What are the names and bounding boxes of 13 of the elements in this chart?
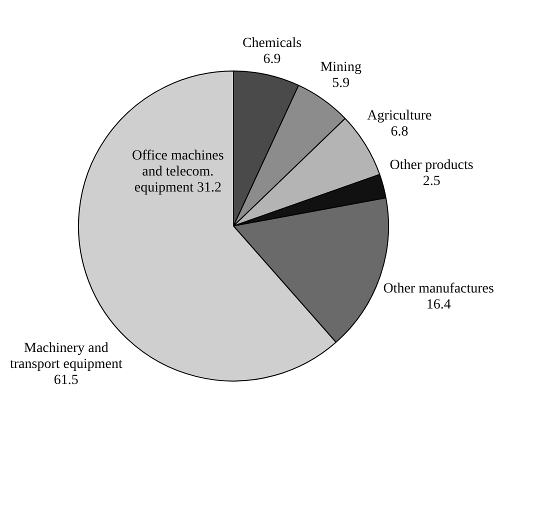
data-label: 6.8: [390, 124, 408, 140]
slice-label: Other manufactures: [383, 282, 494, 297]
slice-label: Chemicals: [242, 36, 302, 51]
slice-label: Mining: [320, 60, 362, 75]
slice-label: Agriculture: [367, 108, 432, 124]
data-label: 5.9: [332, 76, 350, 91]
slice-label: Machinery and transport equipment: [10, 340, 122, 372]
data-label: 61.5: [54, 372, 78, 388]
data-label: 6.9: [263, 52, 281, 67]
data-label: 2.5: [422, 174, 440, 189]
data-label: 16.4: [426, 298, 451, 313]
slice-label: Other products: [390, 158, 474, 173]
text: Office machines and telecom. equipment 31.2: [132, 148, 224, 196]
